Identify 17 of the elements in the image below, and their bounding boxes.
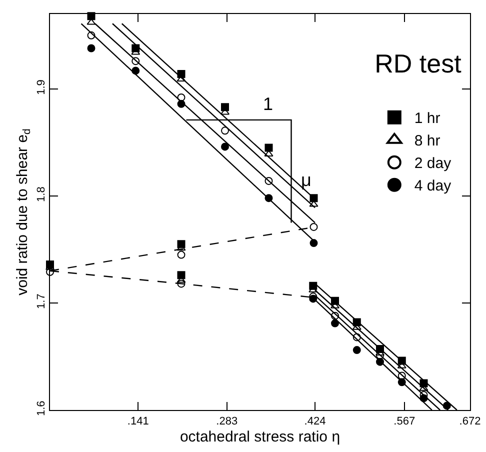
x-tick-label: .672 — [459, 415, 481, 428]
x-tick-label: .567 — [394, 415, 416, 428]
text: RD test — [374, 48, 462, 78]
x-tick-label: .141 — [127, 415, 149, 428]
x-tick-label: .424 — [304, 415, 326, 428]
y-tick-label: 1.8 — [35, 186, 48, 202]
legend-label: 4 day — [414, 178, 452, 195]
legend-label: 1 hr — [414, 110, 440, 128]
x-tick-label: .283 — [216, 415, 238, 428]
legend-label: 8 hr — [414, 132, 440, 150]
legend-label: 2 day — [414, 155, 452, 172]
y-tick-label: 1.9 — [35, 80, 48, 95]
y-tick-label: 1.7 — [35, 294, 48, 309]
annotation: 1 — [263, 94, 274, 114]
x-axis-title: octahedral stress ratio η — [180, 428, 340, 446]
y-tick-label: 1.6 — [35, 400, 48, 416]
annotation: μ — [301, 170, 312, 190]
